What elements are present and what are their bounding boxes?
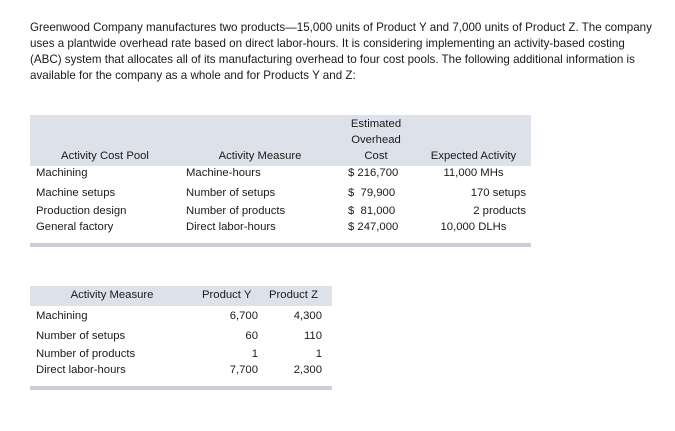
table-row-product-y: 6,700: [229, 310, 258, 322]
table-row-measure: Machine-hours: [186, 167, 261, 179]
table-row-activity: 10,000 DLHs: [440, 221, 507, 233]
header-expected-activity: Expected Activity: [430, 150, 517, 162]
table-row-pool: Production design: [36, 205, 127, 217]
header-cost-line2: Overhead: [351, 134, 401, 146]
table-row-activity: 11,000 MHs: [443, 167, 504, 179]
table-row-measure: Number of setups: [186, 187, 276, 199]
table-header-band: [30, 286, 332, 306]
header-activity-measure: Activity Measure: [218, 150, 302, 162]
table-row-measure: Direct labor-hours: [36, 364, 126, 376]
table-row-pool: Machining: [36, 167, 88, 179]
problem-text: Greenwood Company manufactures two produ…: [30, 21, 652, 82]
table-row-cost: $ 247,000: [348, 221, 399, 233]
table-row-product-z: 1: [315, 348, 322, 360]
table-footer-band: [30, 386, 332, 390]
header-product-z: Product Z: [269, 289, 318, 301]
table-row-product-y: 1: [251, 348, 258, 360]
table-row-product-z: 4,300: [293, 310, 322, 322]
header-product-y: Product Y: [202, 289, 252, 301]
table-footer-band: [30, 243, 531, 247]
table-header-band: [30, 115, 531, 166]
table-row-pool: Machine setups: [36, 187, 116, 199]
header-cost-line1: Estimated: [350, 118, 402, 130]
header-activity-measure: Activity Measure: [70, 289, 154, 301]
header-cost-line3: Cost: [364, 150, 388, 162]
table-row-product-z: 110: [303, 330, 322, 342]
table-row-product-y: 60: [245, 330, 258, 342]
table-row-cost: $ 81,000: [348, 205, 396, 217]
table-row-pool: General factory: [36, 221, 114, 233]
table-row-product-z: 2,300: [293, 364, 322, 376]
table-row-measure: Machining: [36, 310, 88, 322]
table-row-cost: $ 216,700: [348, 167, 399, 179]
header-activity-cost-pool: Activity Cost Pool: [61, 150, 149, 162]
table-row-product-y: 7,700: [229, 364, 258, 376]
table-row-measure: Number of setups: [36, 330, 126, 342]
table-row-measure: Number of products: [186, 205, 286, 217]
table-row-activity: 2 products: [473, 205, 526, 217]
table-row-cost: $ 79,900: [348, 187, 396, 199]
product-activity-table: Activity Measure Product Y Product Z Mac…: [30, 286, 332, 390]
activity-cost-pool-table: Activity Cost Pool Activity Measure Esti…: [30, 115, 531, 247]
table-row-measure: Direct labor-hours: [186, 221, 276, 233]
table-row-measure: Number of products: [36, 348, 136, 360]
table-row-activity: 170 setups: [470, 187, 526, 199]
